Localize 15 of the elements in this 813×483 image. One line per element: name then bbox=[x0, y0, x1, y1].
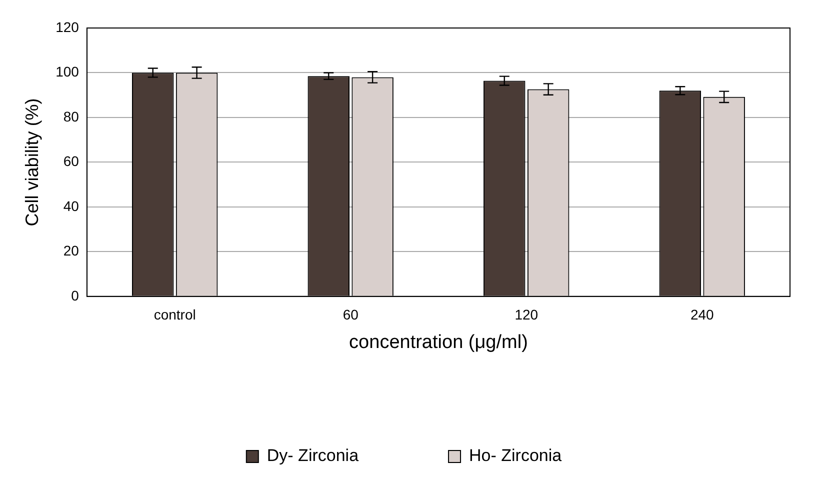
legend-label: Dy- Zirconia bbox=[266, 446, 360, 466]
y-tick-label: 80 bbox=[63, 108, 80, 124]
x-tick-label: control bbox=[154, 306, 196, 323]
x-tick-label: 60 bbox=[342, 306, 359, 323]
y-tick-label: 0 bbox=[71, 287, 80, 304]
x-axis-title: concentration (μg/ml) bbox=[349, 332, 528, 353]
y-tick-label: 40 bbox=[63, 198, 80, 214]
x-tick-label: 240 bbox=[690, 306, 714, 323]
legend-label: Ho- Zirconia bbox=[469, 446, 562, 466]
y-tick-label: 100 bbox=[56, 64, 80, 80]
y-tick-label: 20 bbox=[63, 242, 80, 259]
y-tick-label: 60 bbox=[63, 153, 80, 170]
y-axis-title: Cell viability (%) bbox=[22, 98, 42, 226]
x-tick-label: 120 bbox=[514, 306, 538, 323]
y-tick-label: 120 bbox=[56, 18, 80, 35]
